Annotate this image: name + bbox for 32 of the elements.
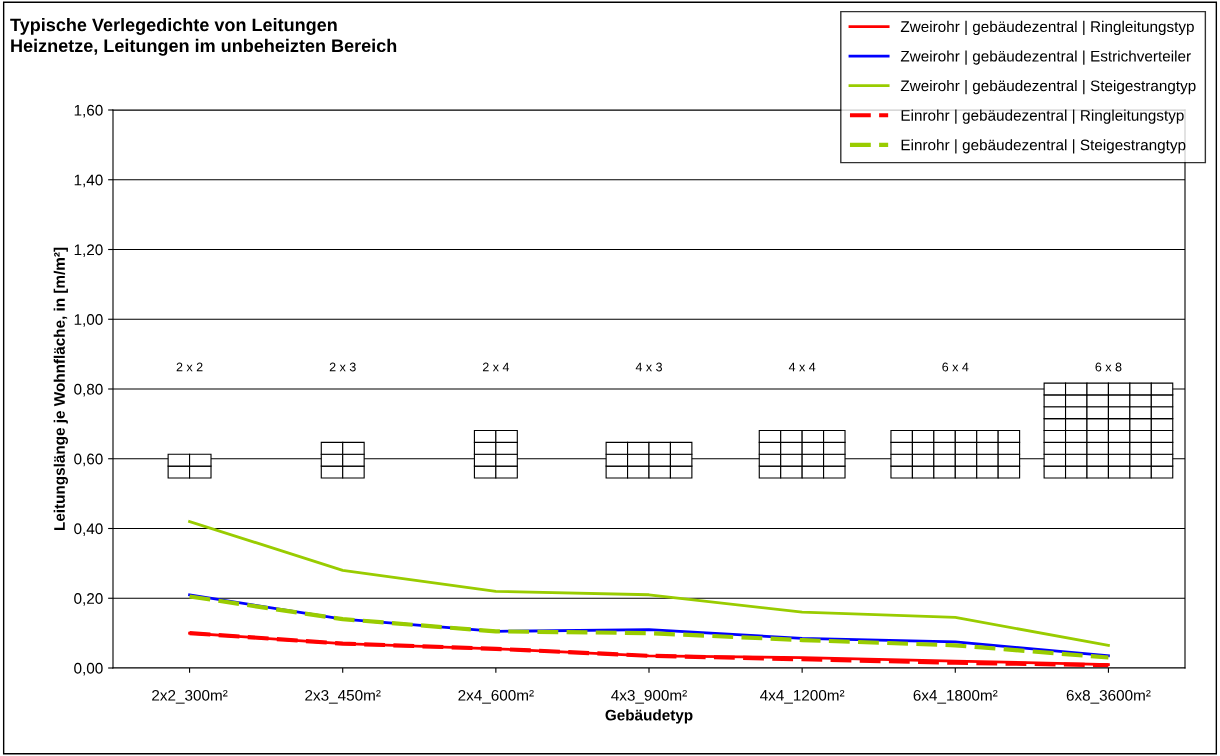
y-axis-title: Leitungslänge je Wohnfläche, in [m/m²] [53,247,68,531]
line-series [188,520,1110,647]
annotation: 2 x 4 [482,362,510,372]
annotation: 4 x 3 [635,362,662,372]
x-axis-title: Gebäudetyp [605,709,693,724]
x-tick-label: 6x8_3600m² [1066,689,1151,704]
legend-label: Einrohr | gebäudezentral | Ringleitungstyp [901,109,1184,124]
legend-label: Zweirohr | gebäudezentral | Ringleitungstyp [900,20,1194,36]
x-tick-label: 4x4_1200m² [760,689,845,704]
x-tick-label: 4x3_900m² [611,689,687,704]
x-tick-label: 2x4_600m² [458,689,534,704]
y-tick-label: 1,60 [74,104,103,118]
legend-label: Einrohr | gebäudezentral | Steigestrangtyp [901,139,1186,154]
annotation: 6 x 4 [942,362,969,372]
y-tick-label: 0,40 [74,523,103,536]
legend-label: Zweirohr | gebäudezentral | Steigestrangtyp [900,79,1196,95]
y-tick-label: 1,20 [74,244,103,257]
y-tick-label: 0,60 [74,453,103,467]
y-tick-label: 0,20 [74,593,103,606]
legend-label: Zweirohr | gebäudezentral | Estrichverteiler [900,50,1191,65]
annotation: 2 x 3 [329,362,356,372]
annotation: 6 x 8 [1095,362,1122,372]
x-tick-label: 2x3_450m² [305,689,381,704]
x-tick-label: 2x2_300m² [152,689,228,704]
x-tick-label: 6x4_1800m² [913,689,998,704]
y-tick-label: 0,00 [74,662,103,676]
y-tick-label: 1,00 [74,314,103,327]
annotation: 4 x 4 [788,362,816,372]
y-tick-label: 1,40 [74,174,103,188]
y-tick-label: 0,80 [74,383,103,397]
annotation: 2 x 2 [176,362,203,372]
chart-title: Typische Verlegedichte von Leitungen Heiznetze, Leitungen im unbeheizten Bereich [10,18,397,56]
